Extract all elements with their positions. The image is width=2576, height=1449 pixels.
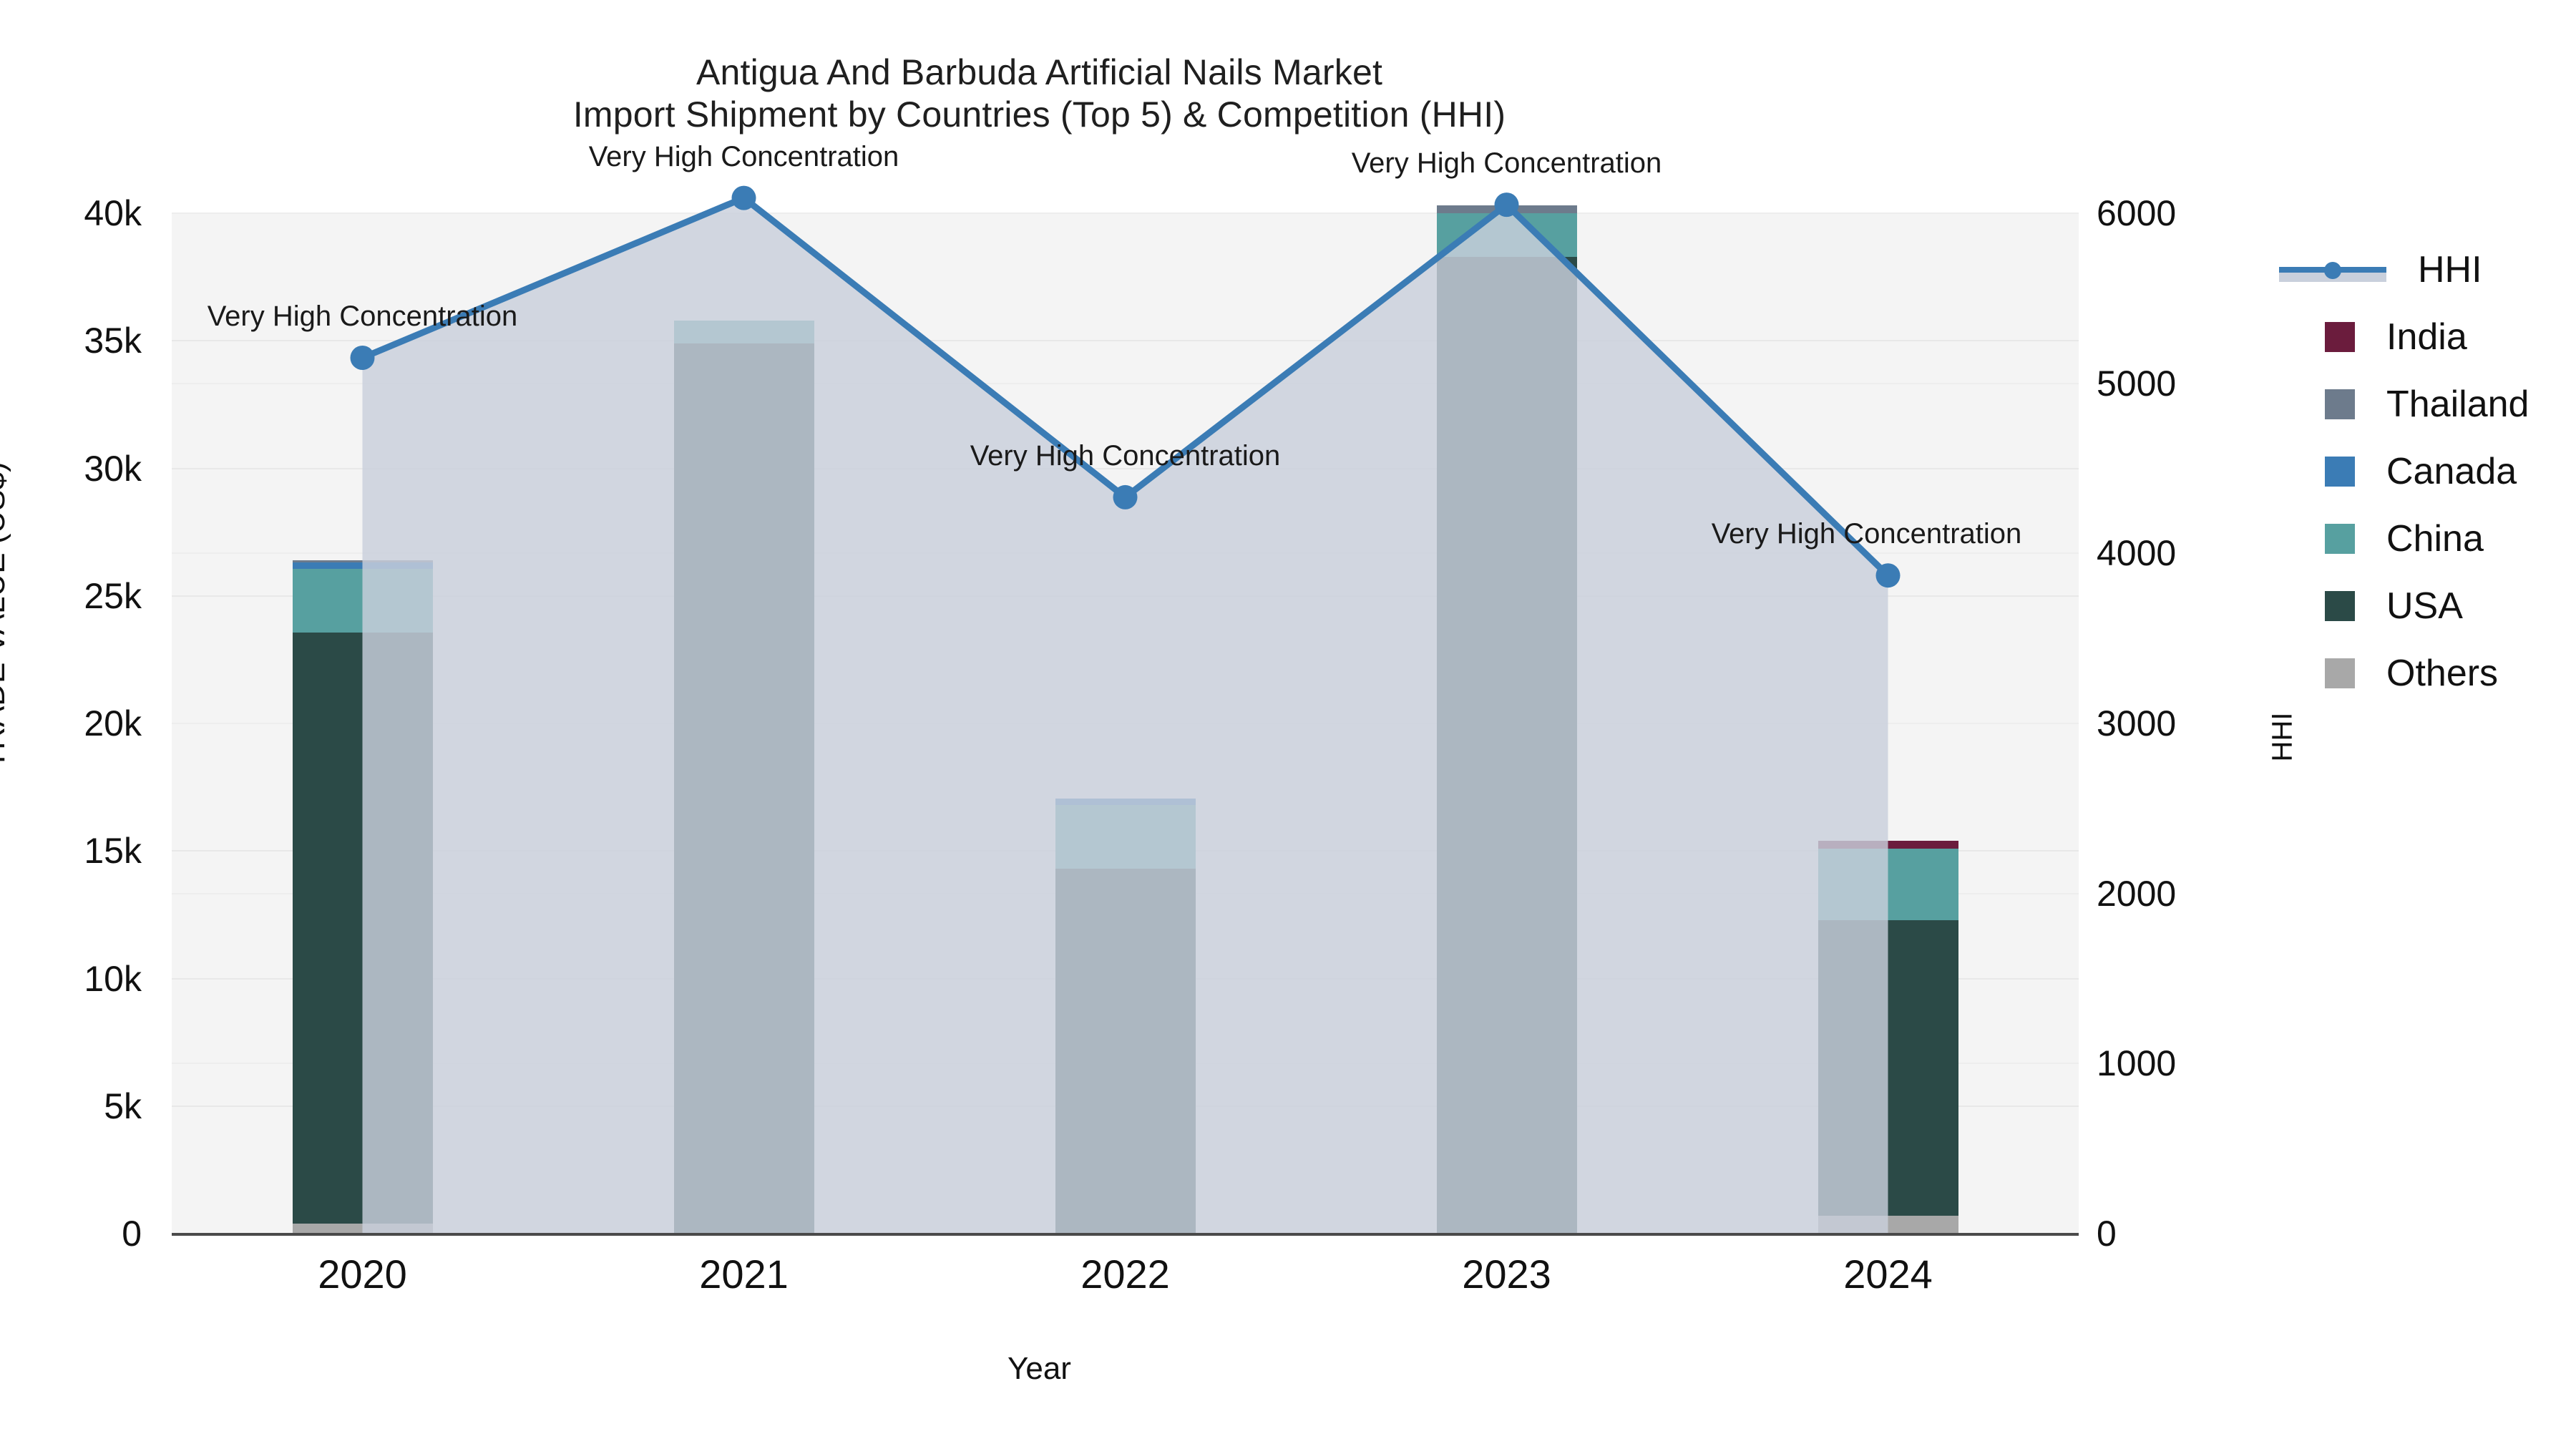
concentration-annotation: Very High Concentration bbox=[970, 439, 1281, 472]
y-axis-right-tick-label: 4000 bbox=[2097, 533, 2177, 574]
y-axis-right-ticks: 0 1000 2000 3000 4000 5000 6000 bbox=[2097, 0, 2283, 1449]
y-axis-right-tick-label: 2000 bbox=[2097, 873, 2177, 914]
x-axis-title: Year bbox=[1008, 1351, 1071, 1386]
chart-title-line-2: Import Shipment by Countries (Top 5) & C… bbox=[572, 94, 1506, 135]
hhi-marker bbox=[1494, 192, 1519, 218]
gridline-right bbox=[172, 213, 2079, 214]
y-axis-left-tick-label: 35k bbox=[84, 321, 142, 361]
concentration-annotation: Very High Concentration bbox=[207, 301, 518, 333]
legend-item-label: Thailand bbox=[2386, 384, 2529, 425]
gridline-right bbox=[172, 382, 2079, 384]
y-axis-left-tick-label: 0 bbox=[122, 1214, 142, 1254]
y-axis-left-tick-label: 25k bbox=[84, 575, 142, 616]
hhi-marker bbox=[1113, 484, 1138, 509]
hhi-line-series bbox=[350, 185, 1901, 1234]
y-axis-right-tick-label: 1000 bbox=[2097, 1043, 2177, 1084]
y-axis-left-tick-label: 5k bbox=[104, 1085, 142, 1126]
legend-color-swatch bbox=[2325, 524, 2355, 554]
legend-item-label: Others bbox=[2386, 653, 2499, 694]
concentration-annotation: Very High Concentration bbox=[1351, 147, 1662, 180]
hhi-marker bbox=[1875, 563, 1901, 588]
x-axis-tick-label: 2020 bbox=[318, 1252, 407, 1297]
y-axis-right-tick-label: 0 bbox=[2097, 1214, 2117, 1254]
legend: HHI India Thailand Canada China USA Others bbox=[2279, 236, 2565, 707]
legend-color-swatch bbox=[2325, 322, 2355, 352]
x-axis-tick-label: 2024 bbox=[1843, 1252, 1933, 1297]
y-axis-left-ticks: 0 5k 10k 15k 20k 25k 30k 35k 40k bbox=[0, 0, 157, 1449]
chart-title-line-1: Antigua And Barbuda Artificial Nails Mar… bbox=[696, 52, 1383, 92]
y-axis-right-tick-label: 6000 bbox=[2097, 193, 2177, 233]
legend-dot-icon bbox=[2324, 262, 2341, 279]
x-axis-line bbox=[172, 1233, 2079, 1236]
concentration-annotation: Very High Concentration bbox=[1711, 518, 2022, 550]
legend-color-swatch bbox=[2325, 457, 2355, 487]
y-axis-right-tick-label: 5000 bbox=[2097, 363, 2177, 404]
legend-color-swatch bbox=[2325, 591, 2355, 621]
legend-item-label: Canada bbox=[2386, 451, 2517, 492]
legend-item-others[interactable]: Others bbox=[2279, 640, 2565, 707]
legend-item-hhi[interactable]: HHI bbox=[2279, 236, 2565, 303]
legend-item-india[interactable]: India bbox=[2279, 303, 2565, 371]
x-axis-tick-label: 2022 bbox=[1080, 1252, 1170, 1297]
y-axis-left-tick-label: 20k bbox=[84, 703, 142, 743]
legend-item-china[interactable]: China bbox=[2279, 505, 2565, 572]
hhi-marker bbox=[731, 185, 756, 210]
legend-item-thailand[interactable]: Thailand bbox=[2279, 371, 2565, 438]
legend-item-label: USA bbox=[2386, 585, 2463, 627]
hhi-marker bbox=[350, 346, 375, 371]
x-axis-tick-label: 2021 bbox=[699, 1252, 789, 1297]
gridline-left bbox=[172, 340, 2079, 342]
gridline-left bbox=[172, 467, 2079, 469]
concentration-annotation: Very High Concentration bbox=[588, 140, 899, 172]
y-axis-left-tick-label: 30k bbox=[84, 448, 142, 489]
legend-item-label: HHI bbox=[2418, 249, 2482, 291]
x-axis-tick-label: 2023 bbox=[1462, 1252, 1551, 1297]
legend-line-marker-icon bbox=[2279, 255, 2386, 285]
legend-color-swatch bbox=[2325, 658, 2355, 688]
plot-area: Very High Concentration Very High Concent… bbox=[172, 141, 2079, 1234]
y-axis-left-tick-label: 15k bbox=[84, 831, 142, 872]
legend-item-canada[interactable]: Canada bbox=[2279, 438, 2565, 505]
y-axis-left-title: TRADE VALUE (US$) bbox=[0, 462, 11, 769]
y-axis-right-tick-label: 3000 bbox=[2097, 703, 2177, 743]
y-axis-right-title: HHI bbox=[2266, 712, 2298, 762]
legend-item-label: China bbox=[2386, 518, 2484, 560]
chart-title: Antigua And Barbuda Artificial Nails Mar… bbox=[0, 52, 2079, 136]
y-axis-left-tick-label: 40k bbox=[84, 193, 142, 233]
hhi-area-fill bbox=[362, 197, 1888, 1234]
legend-item-usa[interactable]: USA bbox=[2279, 572, 2565, 640]
legend-color-swatch bbox=[2325, 389, 2355, 419]
y-axis-left-tick-label: 10k bbox=[84, 958, 142, 999]
legend-item-label: India bbox=[2386, 316, 2467, 358]
